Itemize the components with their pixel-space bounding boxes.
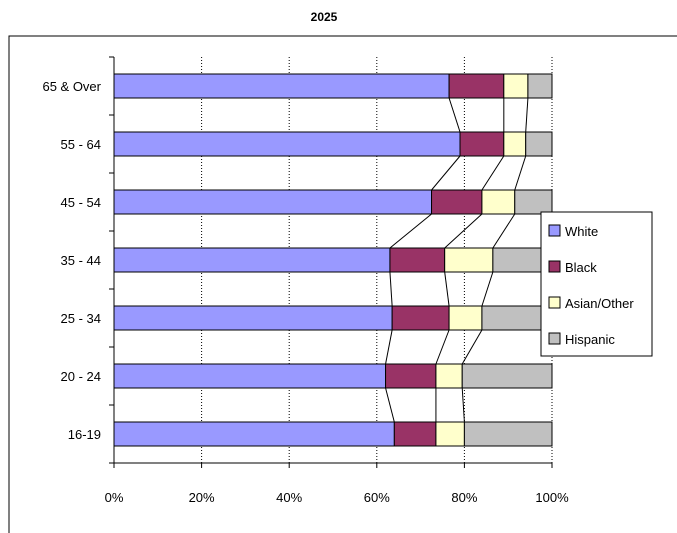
y-tick-label: 25 - 34 [61,311,101,326]
bar-asian-other [444,247,494,273]
bar-black [459,131,505,157]
legend-swatch-white [548,224,561,237]
series-line [514,155,527,191]
legend-label-black: Black [565,260,597,275]
chart-title: 2025 [311,10,338,24]
y-tick-label: 65 & Over [42,79,101,94]
y-tick-label: 55 - 64 [61,137,101,152]
y-tick-label: 35 - 44 [61,253,101,268]
bar-white [113,421,395,447]
bar-white [113,305,393,331]
series-line [461,387,465,423]
y-tick-label: 20 - 24 [61,369,101,384]
series-line [481,155,505,191]
bar-black [393,421,437,447]
series-lines [385,97,529,423]
bar-asian-other [503,73,529,99]
series-line [389,271,393,307]
bar-white [113,247,391,273]
bar-hispanic [461,363,553,389]
x-tick-label: 60% [364,490,390,505]
bar-asian-other [435,421,465,447]
x-tick-label: 40% [276,490,302,505]
series-line [461,329,483,365]
bar-white [113,73,450,99]
legend-swatch-asian-other [548,296,561,309]
series-line [385,329,393,365]
axes: 65 & Over 55 - 64 45 - 54 35 - 44 25 - 34 20 … [42,56,569,505]
bar-hispanic [463,421,553,447]
legend-label-hispanic: Hispanic [565,332,615,347]
chart-area-border [8,35,677,533]
bar-asian-other [435,363,463,389]
y-tick-label: 45 - 54 [61,195,101,210]
series-line [435,329,450,365]
bar-asian-other [503,131,527,157]
y-tick-label: 16-19 [68,427,101,442]
bar-black [389,247,446,273]
bar-white [113,363,387,389]
bar-black [431,189,483,215]
legend: White Black Asian/Other Hispanic [540,211,653,357]
x-tick-label: 80% [451,490,477,505]
bar-hispanic [481,305,553,331]
x-tick-label: 20% [189,490,215,505]
legend-label-asian-other: Asian/Other [565,296,634,311]
series-line [448,97,461,133]
series-line [444,271,450,307]
bar-black [448,73,505,99]
series-line [492,213,516,249]
bar-asian-other [481,189,516,215]
bar-hispanic [514,189,553,215]
x-tick-label: 100% [535,490,569,505]
bar-white [113,189,433,215]
bar-hispanic [525,131,553,157]
series-line [481,271,494,307]
series-line [385,387,395,423]
bar-black [385,363,437,389]
series-line [525,97,529,133]
legend-swatch-black [548,260,561,273]
legend-label-white: White [565,224,598,239]
bar-asian-other [448,305,483,331]
legend-swatch-hispanic [548,332,561,345]
x-tick-label: 0% [105,490,124,505]
series-line [389,213,432,249]
bar-black [391,305,450,331]
series-line [444,213,483,249]
bar-white [113,131,461,157]
bars [113,73,553,447]
bar-hispanic [527,73,553,99]
series-line [431,155,461,191]
